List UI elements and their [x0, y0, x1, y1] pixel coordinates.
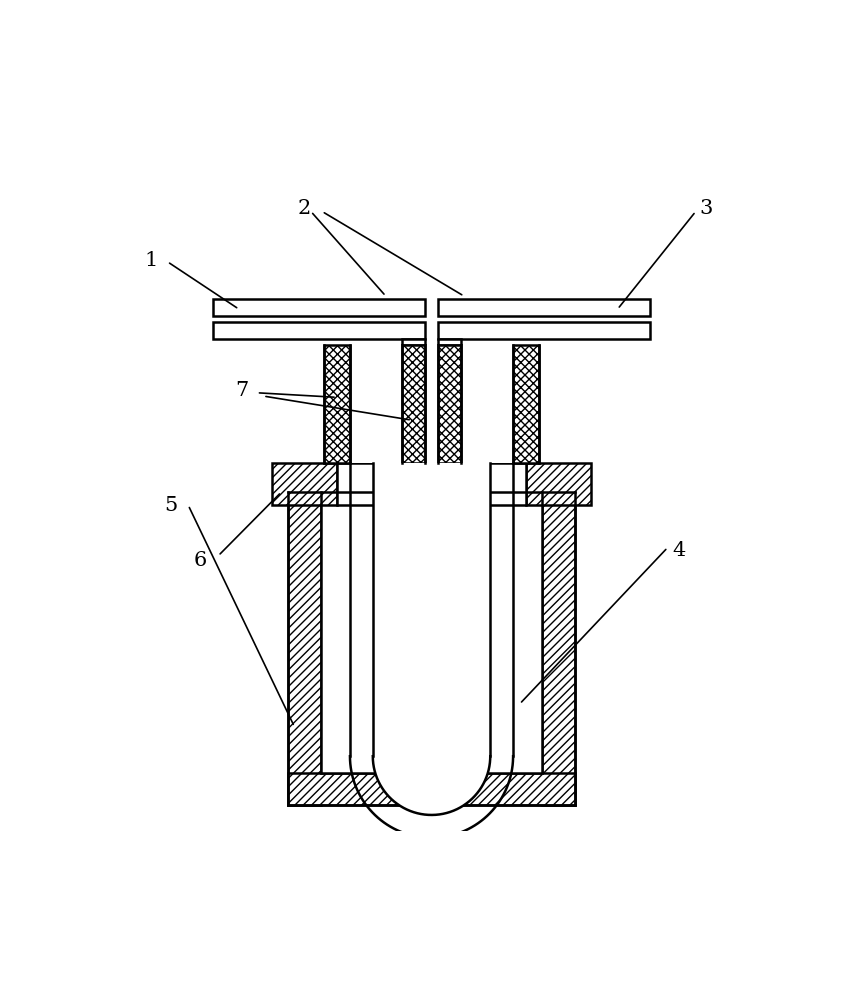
- Polygon shape: [324, 345, 350, 463]
- Polygon shape: [438, 299, 650, 316]
- Polygon shape: [350, 345, 402, 463]
- Text: 7: 7: [236, 381, 249, 400]
- Text: 5: 5: [164, 496, 177, 515]
- Polygon shape: [288, 492, 321, 805]
- Polygon shape: [272, 463, 337, 505]
- Polygon shape: [513, 345, 539, 463]
- Text: 6: 6: [194, 551, 206, 570]
- Text: 2: 2: [298, 199, 311, 218]
- Polygon shape: [402, 345, 425, 463]
- Polygon shape: [288, 773, 575, 805]
- Text: 4: 4: [673, 541, 686, 560]
- Polygon shape: [526, 463, 591, 505]
- Polygon shape: [402, 339, 425, 345]
- Polygon shape: [461, 345, 513, 463]
- Polygon shape: [542, 492, 575, 805]
- Polygon shape: [373, 756, 490, 815]
- Polygon shape: [438, 339, 461, 345]
- Text: 1: 1: [144, 251, 157, 270]
- Polygon shape: [213, 322, 425, 339]
- Polygon shape: [425, 345, 438, 463]
- Polygon shape: [438, 322, 650, 339]
- Polygon shape: [337, 463, 526, 505]
- Text: 3: 3: [699, 199, 712, 218]
- Polygon shape: [438, 345, 461, 463]
- Polygon shape: [213, 299, 425, 316]
- Polygon shape: [321, 492, 542, 773]
- Polygon shape: [373, 463, 490, 756]
